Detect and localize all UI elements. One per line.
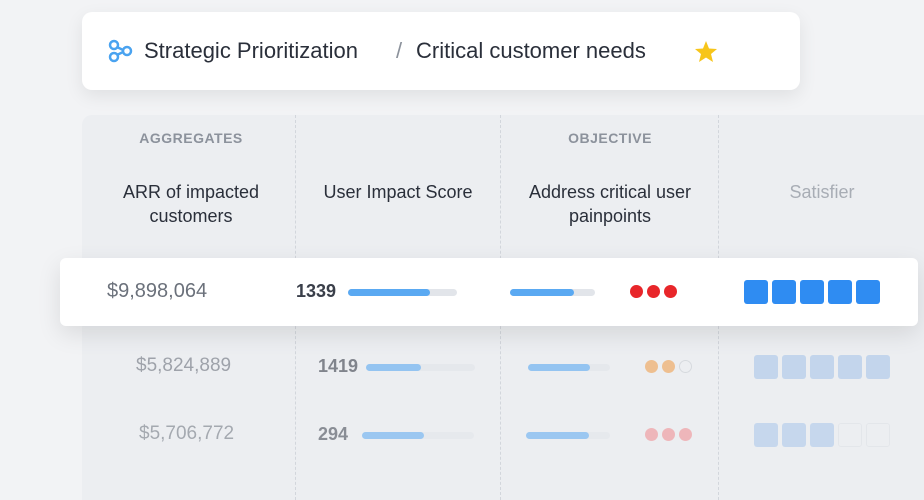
square [838, 355, 862, 379]
breadcrumb-parent[interactable]: Strategic Prioritization [144, 38, 358, 63]
square [810, 355, 834, 379]
score-track [366, 364, 475, 371]
dot [630, 285, 643, 298]
square [828, 280, 852, 304]
dot [645, 360, 658, 373]
group-header: OBJECTIVE [568, 130, 652, 146]
square [856, 280, 880, 304]
group-header: AGGREGATES [139, 130, 243, 146]
square [772, 280, 796, 304]
square [800, 280, 824, 304]
breadcrumb-card: Strategic Prioritization / Critical cust… [82, 12, 800, 90]
dots [645, 428, 699, 442]
square [810, 423, 834, 447]
square [782, 355, 806, 379]
dots [645, 360, 699, 374]
score-value: 294 [318, 424, 349, 444]
dot [679, 428, 692, 441]
score-value: 1419 [318, 356, 359, 376]
breadcrumb-separator: / [396, 38, 403, 63]
square [866, 423, 890, 447]
squares [754, 355, 894, 379]
score-bar [348, 289, 430, 296]
star[interactable] [694, 40, 718, 63]
dot [662, 428, 675, 441]
dot [647, 285, 660, 298]
column-header[interactable]: User Impact Score [323, 182, 473, 202]
score-bar [362, 432, 424, 439]
square [744, 280, 768, 304]
objective-bar [526, 432, 589, 439]
squares [744, 280, 884, 304]
dots [630, 285, 684, 299]
score-value: 1339 [296, 281, 337, 301]
square [838, 423, 862, 447]
dot [662, 360, 675, 373]
square [782, 423, 806, 447]
column-header[interactable]: Address critical user painpoints [528, 182, 692, 226]
squares [754, 423, 894, 447]
objective-bar [528, 364, 590, 371]
score-bar [366, 364, 421, 371]
square [866, 355, 890, 379]
arr-value: $9,898,064 [107, 280, 208, 302]
icon [108, 39, 133, 63]
breadcrumb-current: Critical customer needs [416, 38, 646, 63]
dot [645, 428, 658, 441]
arr-value: $5,824,889 [136, 355, 232, 376]
column-header[interactable]: Satisfier [789, 182, 855, 202]
dot [664, 285, 677, 298]
square [754, 355, 778, 379]
objective-bar [510, 289, 574, 296]
column-header[interactable]: ARR of impacted customers [122, 182, 260, 226]
square [754, 423, 778, 447]
arr-value: $5,706,772 [139, 423, 235, 444]
dot [679, 360, 692, 373]
